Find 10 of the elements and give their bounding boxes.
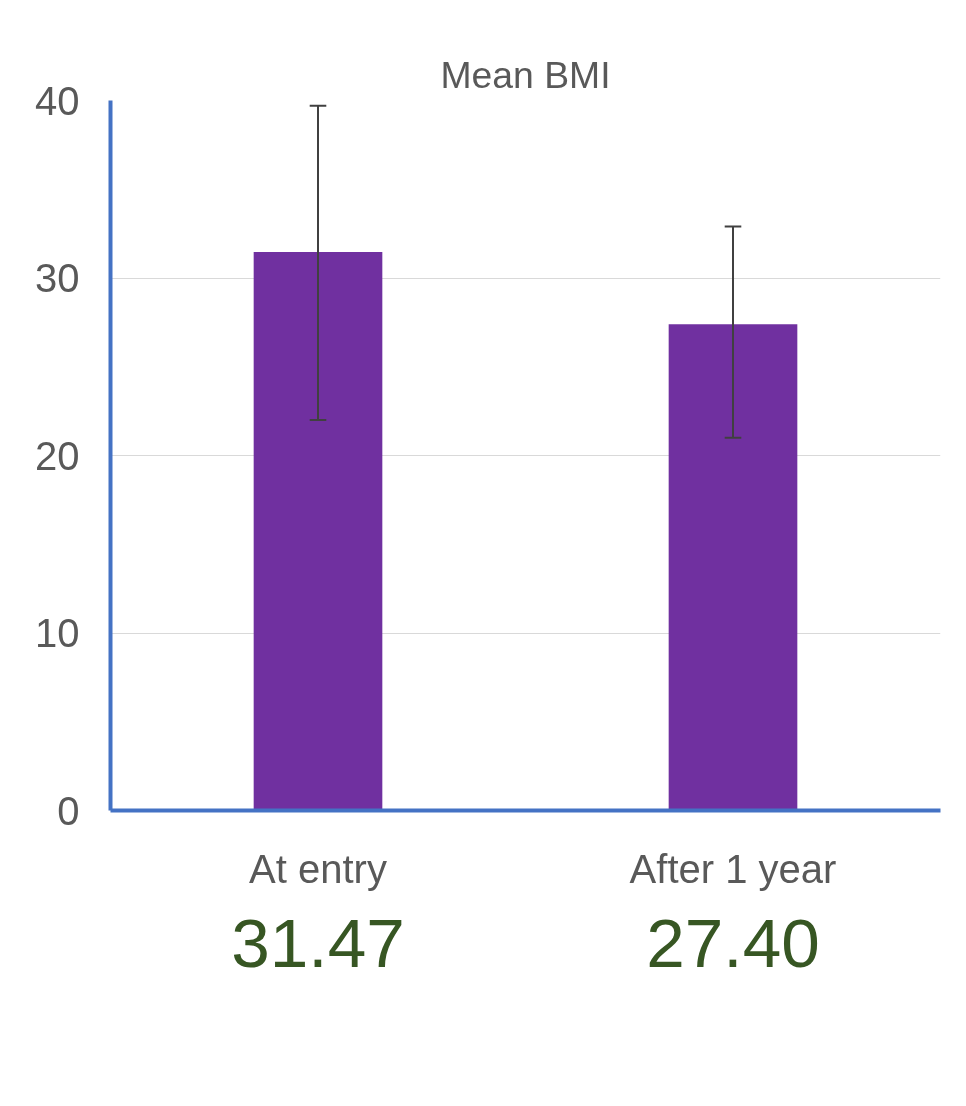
- y-tick-label: 10: [35, 611, 80, 655]
- y-tick-label: 0: [57, 788, 80, 833]
- y-tick-label: 40: [35, 78, 80, 123]
- x-tick-label: After 1 year: [629, 846, 837, 891]
- data-label: 27.40: [646, 903, 820, 982]
- data-label: 31.47: [231, 903, 405, 982]
- x-tick-label: At entry: [249, 846, 387, 891]
- y-tick-label: 20: [35, 433, 80, 478]
- y-tick-label: 30: [35, 256, 80, 300]
- chart-title: Mean BMI: [440, 53, 611, 96]
